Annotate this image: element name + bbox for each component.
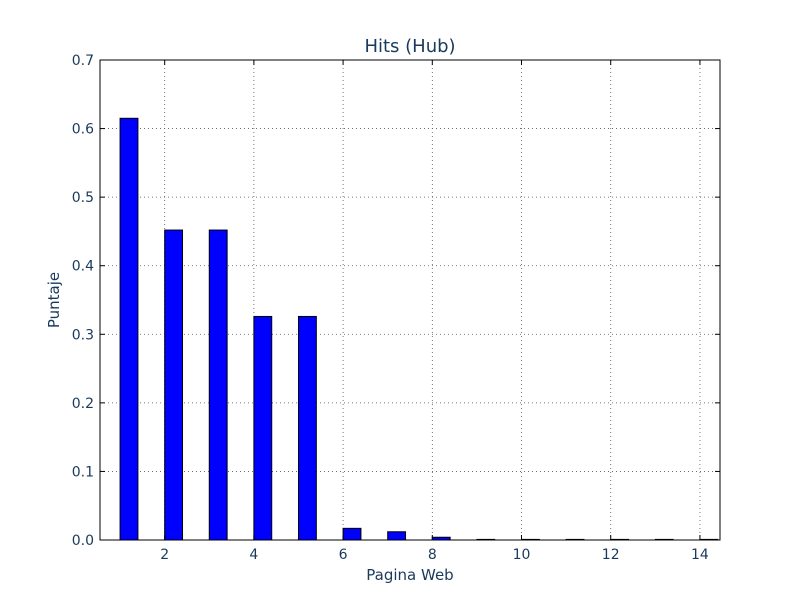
y-tick-label: 0.6 bbox=[72, 122, 94, 138]
y-tick-label: 0.0 bbox=[72, 533, 94, 549]
ticks-layer bbox=[100, 59, 720, 541]
bar-page-6 bbox=[342, 527, 362, 541]
x-tick-label: 4 bbox=[249, 547, 258, 563]
x-tick-label: 2 bbox=[160, 547, 169, 563]
chart-title: Hits (Hub) bbox=[364, 36, 455, 57]
y-tick-label: 0.1 bbox=[72, 464, 94, 480]
y-axis-label: Puntaje bbox=[45, 272, 63, 328]
bar-page-5 bbox=[297, 315, 317, 541]
bars-layer bbox=[119, 117, 719, 541]
x-tick-label: 10 bbox=[513, 547, 531, 563]
x-axis-label: Pagina Web bbox=[366, 566, 453, 584]
y-tick-label: 0.7 bbox=[72, 53, 94, 69]
x-tick-label: 12 bbox=[602, 547, 620, 563]
x-tick-label: 8 bbox=[428, 547, 437, 563]
bar-page-3 bbox=[208, 229, 228, 541]
axes-frame bbox=[99, 59, 721, 541]
y-tick-label: 0.2 bbox=[72, 396, 94, 412]
bar-page-1 bbox=[119, 117, 139, 541]
y-tick-label: 0.4 bbox=[72, 259, 94, 275]
bar-page-4 bbox=[253, 315, 273, 541]
bar-page-2 bbox=[164, 229, 184, 541]
y-tick-label: 0.5 bbox=[72, 190, 94, 206]
x-tick-label: 14 bbox=[691, 547, 709, 563]
bar-page-7 bbox=[387, 531, 407, 541]
tick-labels-layer: 2 4 6 8 10 12 14 0.0 0.1 0.2 0.3 0.4 0.5 0.6 0.7 bbox=[72, 53, 709, 563]
x-tick-label: 6 bbox=[339, 547, 348, 563]
y-tick-label: 0.3 bbox=[72, 327, 94, 343]
